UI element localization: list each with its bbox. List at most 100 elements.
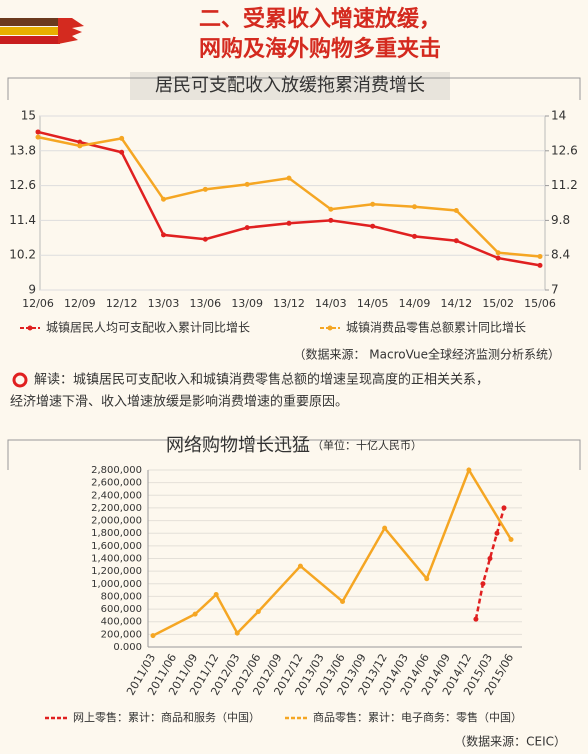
point — [453, 207, 459, 213]
legend-dot — [327, 325, 333, 331]
title: 网购及海外购物多重夹击 — [199, 36, 441, 62]
y-tick-label: 2,000,000 — [91, 516, 142, 527]
point — [370, 223, 376, 229]
series-line — [474, 507, 506, 620]
note-icon — [12, 372, 28, 388]
y2-tick-label: 11.2 — [551, 178, 578, 192]
chart-title-box — [130, 72, 450, 100]
point — [340, 598, 346, 604]
point — [453, 238, 459, 244]
chart-title: 网络购物增长迅猛 — [166, 435, 310, 456]
point — [161, 196, 166, 202]
legend-label: 网上零售：累计：商品和服务（中国） — [73, 710, 260, 724]
point — [508, 537, 514, 543]
chart-title: 居民可支配收入放缓拖累消费增长 — [155, 75, 425, 96]
y-tick-label: 1,600,000 — [91, 541, 142, 552]
y-tick-label: 12.6 — [9, 178, 36, 192]
y2-tick-label: 12.6 — [551, 143, 578, 157]
y-tick-label: 2,800,000 — [91, 465, 142, 476]
y-tick-label: 2,600,000 — [91, 478, 142, 489]
x-tick-label: 15/06 — [524, 297, 556, 310]
x-tick-label: 13/09 — [231, 297, 263, 310]
y2-tick-label: 7 — [551, 283, 559, 297]
y2-tick-label: 9.8 — [551, 213, 570, 227]
point — [495, 250, 501, 256]
point — [495, 255, 501, 261]
note-line: 解读：城镇居民可支配收入和城镇消费零售总额的增速呈现高度的正相关关系， — [34, 372, 489, 388]
source: （数据来源： MacroVue全球经济监测分析系统） — [293, 347, 560, 362]
frame — [7, 77, 581, 100]
point — [424, 576, 430, 582]
legend-dot — [27, 325, 33, 331]
y-tick-label: 10.2 — [9, 248, 36, 262]
point — [473, 616, 479, 622]
y-tick-label: 13.8 — [9, 143, 36, 157]
y-tick-label: 800,000 — [101, 591, 142, 602]
hand-icon — [58, 18, 84, 44]
point — [487, 556, 493, 561]
x-tick-label: 12/06 — [22, 297, 54, 310]
x-tick-label: 14/03 — [315, 297, 347, 310]
point — [150, 633, 156, 639]
point — [202, 186, 208, 192]
point — [161, 232, 166, 238]
point — [297, 563, 303, 569]
point — [501, 505, 507, 511]
point — [77, 139, 83, 145]
point — [382, 525, 388, 531]
x-tick-label: 13/06 — [189, 297, 221, 310]
point — [537, 253, 543, 259]
point — [494, 530, 500, 536]
point — [286, 175, 292, 181]
point — [119, 135, 125, 141]
point — [328, 206, 334, 212]
point — [370, 201, 376, 207]
y-tick-label: 9 — [28, 283, 36, 297]
point — [328, 217, 334, 223]
frame — [7, 439, 581, 470]
point — [412, 233, 417, 239]
point — [234, 630, 240, 636]
y-tick-label: 1,400,000 — [91, 554, 142, 565]
y-tick-label: 200,000 — [101, 629, 142, 640]
point — [466, 467, 472, 473]
point — [412, 204, 417, 210]
legend-label: 商品零售：累计：电子商务：零售（中国） — [313, 710, 522, 724]
legend-label: 城镇居民人均可支配收入累计同比增长 — [46, 321, 250, 335]
y-tick-label: 2,400,000 — [91, 490, 142, 501]
x-tick-label: 14/05 — [357, 297, 389, 310]
point — [286, 220, 292, 226]
y-tick-label: 400,000 — [101, 617, 142, 628]
title: 二、受累收入增速放缓， — [199, 6, 441, 32]
point — [35, 129, 41, 135]
point — [192, 611, 198, 617]
y-tick-label: 1,800,000 — [91, 528, 142, 539]
banner-stripe — [0, 27, 60, 35]
y-tick-label: 1,200,000 — [91, 566, 142, 577]
point — [213, 592, 219, 598]
source: （数据来源：CEIC） — [454, 734, 566, 749]
point — [244, 181, 250, 187]
point — [77, 143, 83, 149]
chart-subtitle: （单位：十亿人民币） — [312, 438, 422, 452]
point — [255, 609, 261, 615]
x-tick-label: 15/02 — [482, 297, 514, 310]
note-line: 经济增速下滑、收入增速放缓是影响消费增速的重要原因。 — [10, 394, 348, 410]
point — [244, 225, 250, 231]
point — [202, 236, 208, 242]
y2-tick-label: 14 — [551, 109, 566, 123]
y-tick-label: 1,000,000 — [91, 579, 142, 590]
banner-stripe — [0, 36, 60, 44]
point — [537, 262, 543, 268]
y-tick-label: 0.000 — [113, 642, 142, 653]
x-tick-label: 14/12 — [440, 297, 472, 310]
y-tick-label: 600,000 — [101, 604, 142, 615]
point — [35, 134, 41, 140]
banner-stripe — [0, 18, 60, 26]
y2-tick-label: 8.4 — [551, 248, 570, 262]
x-tick-label: 12/12 — [106, 297, 138, 310]
legend-label: 城镇消费品零售总额累计同比增长 — [346, 320, 526, 335]
